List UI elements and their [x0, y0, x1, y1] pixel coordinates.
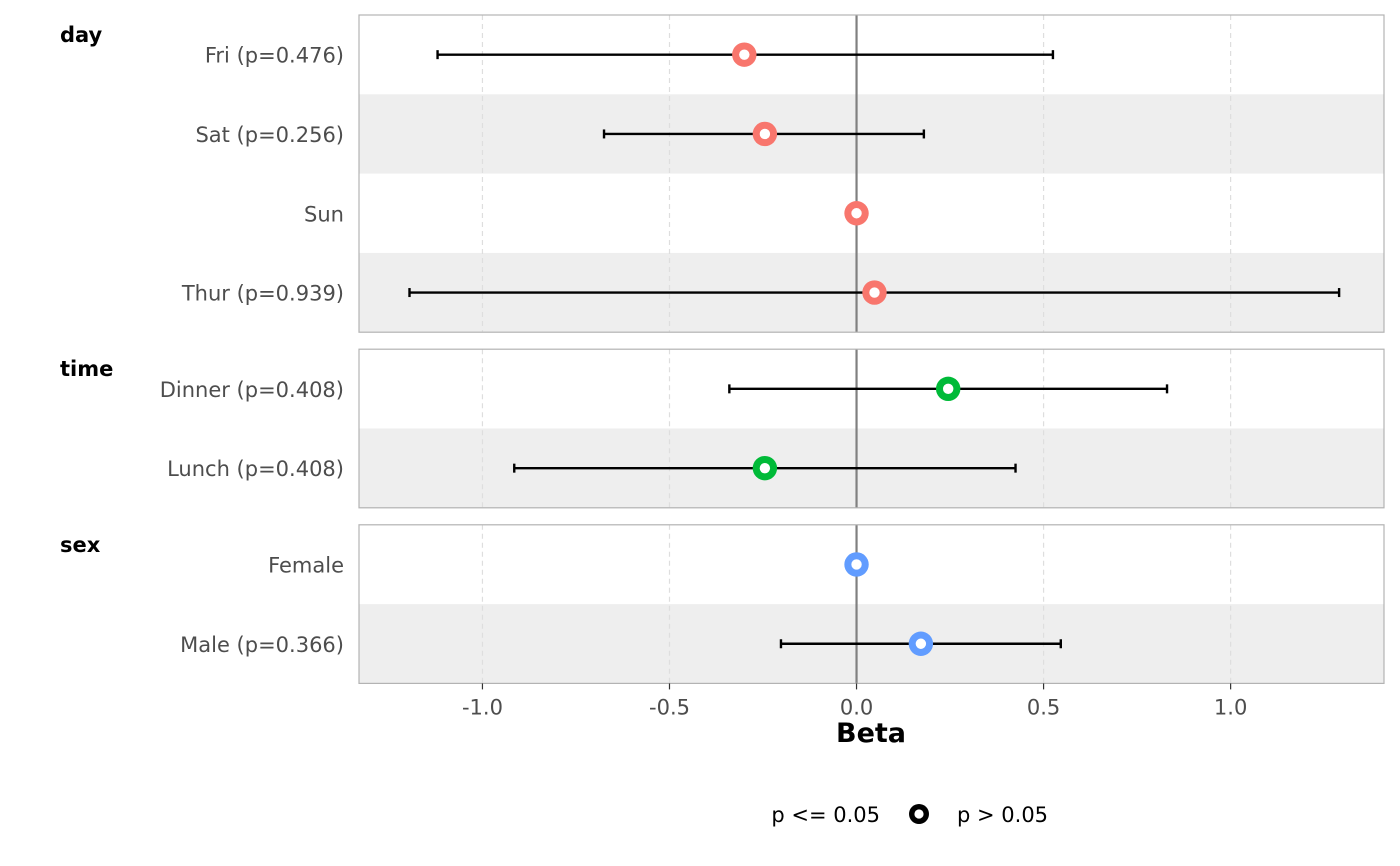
row-label: Lunch (p=0.408) [167, 457, 344, 481]
group-label-day: day [60, 23, 103, 47]
panel-border [358, 524, 1385, 684]
x-axis: -1.0 -0.5 0.0 0.5 1.0 [462, 683, 1247, 719]
x-axis-title: Beta [836, 718, 906, 749]
facet-panel-day: day Fri (p=0.476) Sat (p=0.256) Sun Thur (p=… [60, 14, 1385, 333]
legend-marker-center [914, 809, 924, 819]
point-estimate-center [915, 638, 927, 649]
row-label: Sat (p=0.256) [195, 123, 344, 147]
group-label-sex: sex [60, 533, 101, 557]
group-label-time: time [60, 357, 113, 381]
panel-border [358, 348, 1385, 509]
panel-border [358, 14, 1385, 333]
row-label: Female [268, 553, 344, 577]
legend-label-nonsignificant: p > 0.05 [957, 803, 1048, 827]
row-label: Dinner (p=0.408) [160, 378, 344, 402]
x-tick-label: 0.5 [1027, 695, 1060, 719]
facet-panel-time: time Dinner (p=0.408) Lunch (p=0.408) [60, 348, 1385, 509]
point-estimate-center [759, 128, 771, 140]
row-label: Thur (p=0.939) [181, 282, 344, 306]
x-tick-label: 0.0 [840, 695, 873, 719]
row-label: Sun [304, 202, 344, 226]
point-estimate-center [869, 287, 880, 298]
point-estimate-center [739, 49, 750, 60]
x-tick-label: -0.5 [649, 695, 690, 719]
row-label: Fri (p=0.476) [205, 44, 344, 68]
panels-layer: day Fri (p=0.476) Sat (p=0.256) Sun Thur (p=… [60, 14, 1385, 684]
point-estimate-center [942, 383, 954, 395]
x-tick-label: -1.0 [462, 695, 503, 719]
row-label: Male (p=0.366) [180, 633, 344, 657]
facet-panel-sex: sex Female Male (p=0.366) [60, 524, 1385, 684]
point-estimate-center [759, 462, 771, 474]
point-estimate-center [851, 559, 862, 570]
x-tick-label: 1.0 [1214, 695, 1247, 719]
legend: p <= 0.05 p > 0.05 [771, 803, 1048, 827]
legend-label-significant: p <= 0.05 [771, 803, 880, 827]
point-estimate-center [851, 208, 862, 219]
